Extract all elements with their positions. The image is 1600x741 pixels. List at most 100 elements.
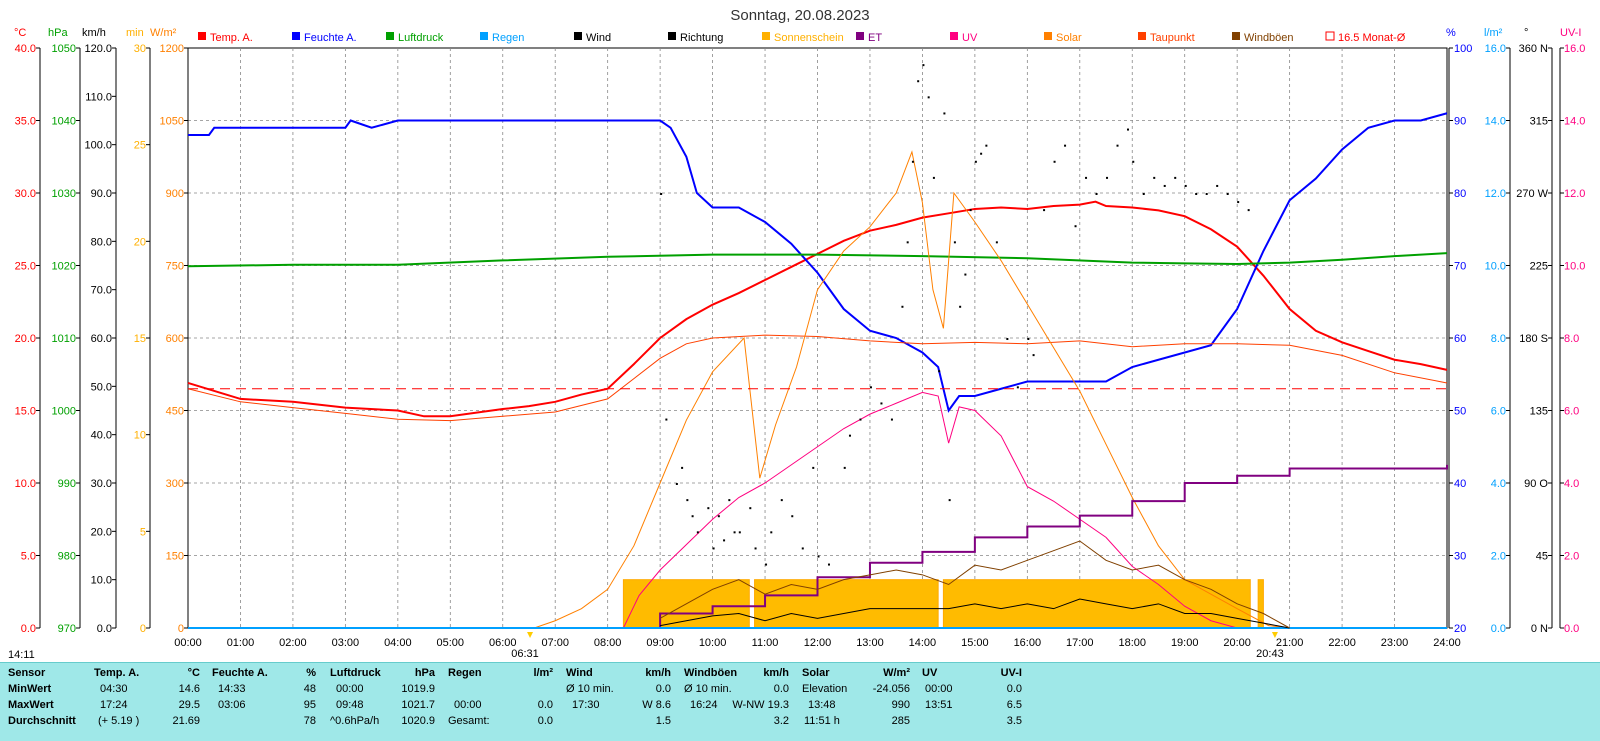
legend-label: Solar — [1056, 32, 1082, 44]
direction-point — [1132, 160, 1135, 163]
direction-point — [1195, 193, 1198, 195]
stats-header-sensor: Sensor — [8, 667, 46, 679]
stats-header-uv: UV — [922, 667, 938, 679]
direction-point — [1163, 184, 1166, 187]
axis-label-temp: 20.0 — [15, 333, 36, 345]
stats-total-rain: 0.0 — [537, 715, 553, 727]
direction-point — [1174, 176, 1177, 179]
x-tick-label: 04:00 — [384, 637, 412, 649]
stats-max-press: 1021.7 — [401, 699, 435, 711]
stats-header-gusts: Windböen — [684, 667, 738, 679]
stats-header-uv-unit: UV-I — [1000, 667, 1022, 679]
x-tick-label: 17:00 — [1066, 637, 1094, 649]
axis-label-wind: 10.0 — [91, 575, 112, 587]
weather-chart: 00:00 01:00 02:00 03:00 04:00 05:00 06:00 07:00… — [8, 7, 1585, 661]
stats-header-pressure-unit: hPa — [414, 667, 435, 679]
direction-point — [1153, 176, 1156, 179]
chart-svg: 00:00 01:00 02:00 03:00 04:00 05:00 06:00 07:00… — [8, 7, 1585, 661]
stats-header-humidity: Feuchte A. — [212, 667, 268, 679]
direction-point — [728, 499, 731, 502]
direction-point — [691, 515, 694, 518]
stats-avg-hum: 78 — [303, 715, 316, 727]
direction-point — [922, 64, 925, 67]
series-taupunkt — [187, 334, 1448, 422]
direction-point — [780, 499, 783, 502]
stats-avg-temp-delta: (+ 5.19 ) — [98, 715, 140, 727]
direction-point — [765, 563, 768, 566]
axis-label-pressure: 1020 — [52, 261, 76, 273]
axis-label-humidity: 70 — [1454, 261, 1466, 273]
axis-label-humidity: 30 — [1454, 551, 1466, 563]
x-tick-label: 10:00 — [699, 637, 727, 649]
stats-avg-wind: 1.5 — [655, 715, 671, 727]
axis-label-sunshine: 10 — [134, 430, 146, 442]
direction-point — [927, 96, 930, 99]
stats-avg-solar: 285 — [891, 715, 910, 727]
stats-min-uv: 0.0 — [1006, 683, 1022, 695]
time-label: 14:11 — [8, 649, 35, 661]
stats-max-wind-time: 17:30 — [572, 699, 600, 711]
direction-point — [723, 539, 726, 542]
x-tick-label: 03:00 — [332, 637, 360, 649]
direction-point — [948, 499, 951, 502]
stats-avg-press-trend: ^0.6hPa/h — [330, 715, 380, 727]
axis-label-sunshine: 30 — [134, 43, 146, 55]
legend-swatch — [1138, 32, 1146, 40]
axis-label-uv: 14.0 — [1564, 116, 1585, 128]
x-tick-label: 02:00 — [279, 637, 307, 649]
direction-point — [1216, 184, 1219, 187]
legend-label: Regen — [492, 32, 524, 44]
legend-swatch — [386, 32, 394, 40]
stats-header-temp: Temp. A. — [94, 667, 140, 679]
axis-label-solar: 300 — [166, 478, 184, 490]
axis-label-wind: 70.0 — [91, 285, 112, 297]
legend-swatch — [1044, 32, 1052, 40]
chart-title: Sonntag, 20.08.2023 — [730, 7, 869, 24]
direction-point — [890, 418, 893, 421]
axis-label-solar: 450 — [166, 406, 184, 418]
axis-label-direction: 360 N — [1519, 43, 1548, 55]
direction-point — [995, 241, 998, 244]
x-tick-label: 08:00 — [594, 637, 622, 649]
x-tick-label: 22:00 — [1328, 637, 1356, 649]
axis-unit-direction: ° — [1524, 27, 1528, 39]
axis-label-wind: 50.0 — [91, 381, 112, 393]
direction-point — [791, 515, 794, 518]
direction-point — [964, 273, 967, 276]
direction-point — [754, 547, 757, 550]
stats-min-solar: -24.056 — [872, 683, 910, 695]
x-tick-label: 18:00 — [1118, 637, 1146, 649]
x-tick-label: 23:00 — [1381, 637, 1409, 649]
stats-min-wind: 0.0 — [655, 683, 671, 695]
direction-point — [932, 176, 935, 179]
axis-label-sunshine: 5 — [140, 526, 146, 538]
direction-point — [665, 418, 668, 421]
axis-unit-wind: km/h — [82, 27, 106, 39]
direction-point — [1027, 338, 1030, 340]
axis-label-uv: 8.0 — [1564, 333, 1579, 345]
direction-point — [686, 499, 689, 502]
direction-point — [911, 160, 914, 163]
axis-unit-sunshine: min — [126, 27, 144, 39]
stats-min-press: 1019.9 — [401, 683, 435, 695]
stats-max-press-time: 09:48 — [336, 699, 364, 711]
series-wind — [660, 598, 1290, 629]
stats-avg-press: 1020.9 — [401, 715, 435, 727]
axis-unit-solar: W/m² — [150, 27, 177, 39]
direction-point — [985, 144, 988, 147]
direction-point — [681, 466, 684, 469]
stats-min-temp-time: 04:30 — [100, 683, 128, 695]
x-tick-label: 21:00 — [1276, 637, 1304, 649]
axis-label-solar: 900 — [166, 188, 184, 200]
x-tick-label: 20:00 — [1223, 637, 1251, 649]
stats-table: Sensor Temp. A. °C Feuchte A. % Luftdruc… — [0, 662, 1600, 741]
axis-label-wind: 30.0 — [91, 478, 112, 490]
axis-label-rain: 16.0 — [1485, 43, 1506, 55]
direction-point — [1085, 176, 1088, 179]
direction-point — [1032, 354, 1035, 357]
x-tick-label: 12:00 — [804, 637, 832, 649]
direction-point — [1106, 176, 1109, 179]
legend-swatch — [762, 32, 770, 40]
axis-unit-uv: UV-I — [1560, 27, 1581, 39]
axis-label-direction: 225 — [1530, 261, 1548, 273]
